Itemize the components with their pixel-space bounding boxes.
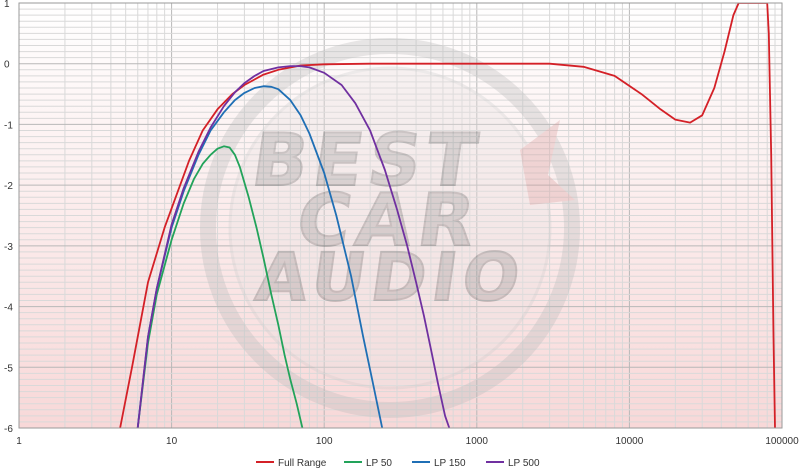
series-line-lp-150 <box>136 85 384 428</box>
plot-border <box>18 2 783 429</box>
y-tick-label: -3 <box>4 242 13 253</box>
y-tick-label: 0 <box>4 60 10 71</box>
series-line-lp-50 <box>136 145 304 428</box>
svg-text:AUDIO: AUDIO <box>252 238 531 316</box>
legend-item: LP 150 <box>412 458 466 469</box>
svg-text:BEST: BEST <box>247 119 488 203</box>
y-tick-label: -4 <box>4 303 13 314</box>
legend-label: LP 500 <box>508 458 540 469</box>
x-tick-label: 1000 <box>466 436 489 447</box>
y-tick-label: 1 <box>4 0 10 10</box>
series-line-lp-500 <box>136 65 451 428</box>
y-tick-label: -1 <box>4 120 13 131</box>
x-tick-label: 10 <box>166 436 178 447</box>
x-tick-label: 1 <box>16 436 22 447</box>
legend-item: LP 500 <box>486 458 540 469</box>
svg-text:CAR: CAR <box>292 179 486 263</box>
x-axis: 1 10 100 1000 10000 100000 <box>16 436 799 447</box>
legend-label: LP 50 <box>366 458 392 469</box>
series-group <box>119 3 776 428</box>
y-axis: 1 0 -1 -2 -3 -4 -5 -6 <box>4 0 13 435</box>
grid <box>18 2 782 429</box>
y-tick-label: -2 <box>4 181 13 192</box>
y-tick-label: -5 <box>4 363 13 374</box>
x-tick-label: 100 <box>316 436 333 447</box>
watermark-logo: BEST CAR AUDIO <box>200 38 580 418</box>
legend-label: Full Range <box>278 458 327 469</box>
legend: Full Range LP 50 LP 150 LP 500 <box>256 458 540 469</box>
y-tick-label: -6 <box>4 424 13 435</box>
legend-item: LP 50 <box>344 458 392 469</box>
x-tick-label: 100000 <box>765 436 799 447</box>
x-tick-label: 10000 <box>615 436 643 447</box>
series-line-full-range <box>119 3 776 428</box>
legend-item: Full Range <box>256 458 327 469</box>
legend-label: LP 150 <box>434 458 466 469</box>
